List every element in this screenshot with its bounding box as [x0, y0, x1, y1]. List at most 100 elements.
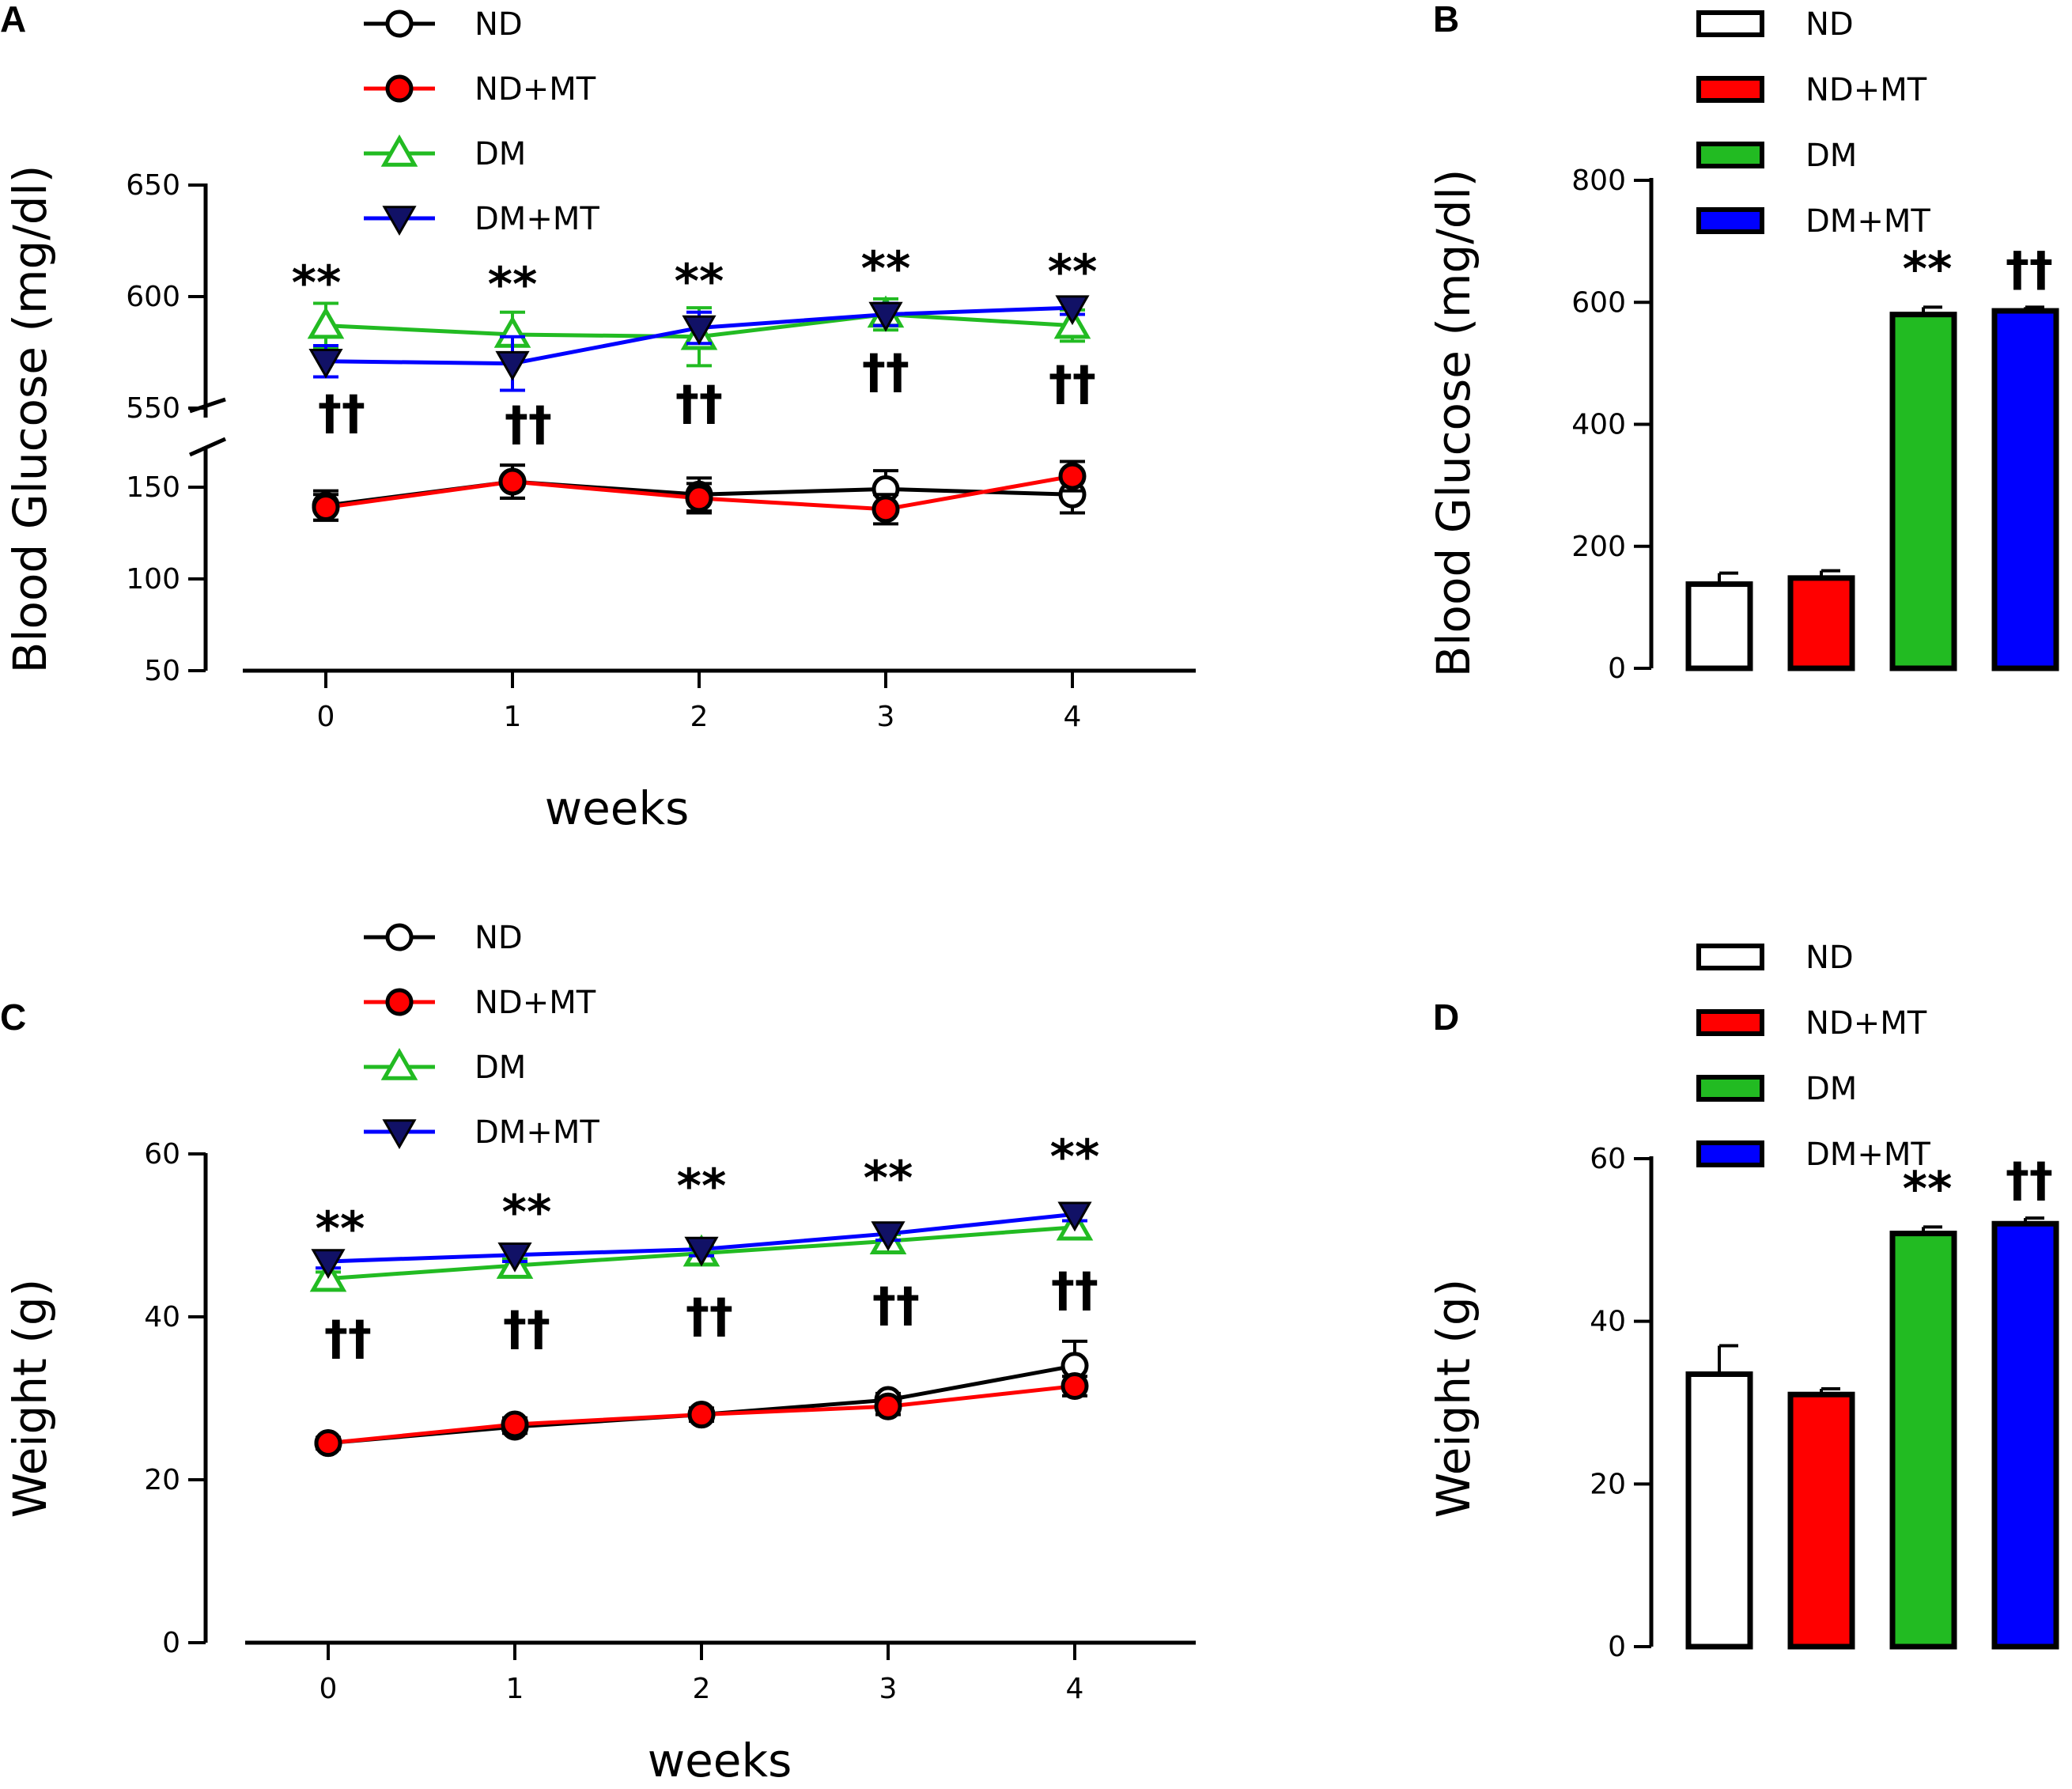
legend-marker-dm-mt	[382, 206, 417, 236]
legend-marker-dm	[380, 1047, 418, 1080]
x-tick-label: 4	[1064, 701, 1082, 733]
data-point-nd-mt	[498, 467, 527, 496]
y-tick-label: 600	[126, 281, 180, 313]
y-axis-title: Blood Glucose (mg/dl)	[1427, 169, 1480, 678]
bar-nd	[1685, 581, 1753, 671]
data-point-dm-mt	[684, 1236, 719, 1267]
legend-label-nd: ND	[475, 6, 523, 43]
data-point-nd-mt	[687, 1401, 716, 1429]
significance-marker: ††	[686, 1288, 733, 1344]
significance-marker: **	[1050, 1129, 1100, 1185]
y-axis-title: Weight (g)	[1427, 1279, 1480, 1519]
legend-swatch-nd	[1696, 10, 1764, 37]
y-tick-label: 0	[1608, 652, 1626, 685]
y-tick-label: 100	[126, 563, 180, 596]
significance-marker: **	[316, 1201, 365, 1257]
data-point-dm-mt	[495, 350, 530, 381]
data-point-dm	[307, 306, 345, 339]
y-tick-label: 0	[162, 1627, 180, 1659]
data-point-dm-mt	[1057, 1201, 1092, 1232]
data-point-nd-mt	[872, 495, 900, 524]
series-dm-mt	[308, 295, 1090, 392]
bar-nd-mt	[1787, 575, 1855, 671]
panel-letter: A	[0, 0, 26, 40]
bar-dm-mt	[1991, 1220, 2059, 1650]
legend-label-nd-mt: ND+MT	[475, 71, 596, 108]
y-tick-label: 20	[144, 1464, 180, 1496]
significance-marker: **	[1903, 1161, 1953, 1216]
x-axis-title: weeks	[545, 781, 690, 835]
x-tick-label: 0	[319, 1673, 338, 1705]
x-tick-label: 3	[879, 1673, 898, 1705]
bar-dm-mt	[1991, 308, 2059, 671]
legend-label-dm-mt: DM+MT	[475, 201, 599, 237]
data-point-dm-mt	[497, 1242, 532, 1273]
legend-label-nd: ND	[1805, 6, 1854, 43]
y-tick-label: 400	[1571, 409, 1626, 441]
legend-marker-nd-mt	[385, 74, 414, 103]
legend-swatch-nd-mt	[1696, 76, 1764, 103]
y-tick-label: 40	[1590, 1306, 1626, 1338]
x-tick-label: 2	[693, 1673, 711, 1705]
data-point-nd-mt	[685, 484, 713, 512]
significance-marker: ††	[675, 376, 723, 431]
panel-a: A 50 100 150 550 600 650 0 1 2 3 4 weeks Blood Glucos…	[0, 0, 1196, 835]
significance-marker: **	[1903, 241, 1953, 297]
significance-marker: ††	[318, 385, 365, 441]
legend-marker-nd-mt	[385, 988, 414, 1016]
series-nd-mt	[312, 460, 1087, 526]
legend: ND ND+MT DM DM+MT	[364, 920, 599, 1151]
data-point-dm-mt	[311, 1249, 346, 1279]
y-tick-label: 60	[1590, 1143, 1626, 1175]
panel-letter: D	[1433, 997, 1459, 1038]
legend: ND ND+MT DM DM+MT	[1696, 6, 1930, 240]
significance-marker: ††	[2006, 1152, 2053, 1208]
y-tick-label: 600	[1571, 286, 1626, 319]
significance-marker: **	[488, 257, 538, 312]
legend-swatch-dm-mt	[1696, 1140, 1764, 1167]
x-tick-label: 0	[317, 701, 335, 733]
legend-marker-nd	[385, 923, 414, 951]
data-point-nd-mt	[874, 1392, 902, 1420]
significance-marker: **	[861, 241, 911, 297]
axis-break-mark	[188, 437, 227, 457]
significance-marker: ††	[324, 1311, 372, 1366]
panel-b: B 0 200 400 600 800 Blood Glucose (mg/dl) ** †† N…	[1427, 0, 2059, 685]
x-tick-label: 1	[504, 701, 522, 733]
legend-label-dm: DM	[475, 1050, 526, 1086]
x-axis-title: weeks	[648, 1734, 792, 1787]
legend-swatch-nd-mt	[1696, 1009, 1764, 1036]
y-tick-label: 50	[144, 655, 180, 687]
legend: ND ND+MT DM DM+MT	[364, 6, 599, 237]
y-tick-label: 800	[1571, 165, 1626, 197]
significance-marker: ††	[1049, 356, 1096, 411]
legend-label-dm: DM	[1805, 138, 1857, 174]
y-tick-label: 40	[144, 1301, 180, 1333]
series-nd-mt	[314, 1372, 1089, 1458]
legend-label-dm-mt: DM+MT	[1805, 203, 1930, 240]
significance-marker: ††	[2006, 241, 2053, 297]
legend-label-nd: ND	[475, 920, 523, 956]
significance-marker: ††	[505, 396, 552, 452]
bar-dm	[1889, 1231, 1957, 1650]
legend-swatch-dm-mt	[1696, 207, 1764, 234]
significance-marker: **	[502, 1185, 552, 1240]
significance-marker: ††	[872, 1277, 920, 1333]
series-dm-mt	[311, 1201, 1092, 1279]
legend-swatch-dm	[1696, 142, 1764, 168]
bar-nd-mt	[1787, 1391, 1855, 1650]
legend-label-dm-mt: DM+MT	[1805, 1137, 1930, 1173]
y-tick-label: 550	[126, 392, 180, 425]
data-point-nd-mt	[312, 494, 340, 522]
y-axis-title: Blood Glucose (mg/dl)	[3, 165, 57, 674]
data-point-dm-mt	[871, 1221, 906, 1251]
legend-label-nd-mt: ND+MT	[1805, 1005, 1927, 1042]
panel-d: D 0 20 40 60 Weight (g) ** †† ND ND+MT DM DM+MT	[1427, 940, 2059, 1663]
data-point-dm-mt	[868, 301, 903, 332]
data-point-dm-mt	[682, 315, 717, 346]
panel-c: C 0 20 40 60 0 1 2 3 4 weeks Weight (g) ** ** ** ** ** ††…	[0, 920, 1196, 1787]
legend-label-nd-mt: ND+MT	[1805, 72, 1927, 108]
legend-label-dm: DM	[475, 136, 526, 172]
significance-marker: **	[292, 255, 342, 311]
